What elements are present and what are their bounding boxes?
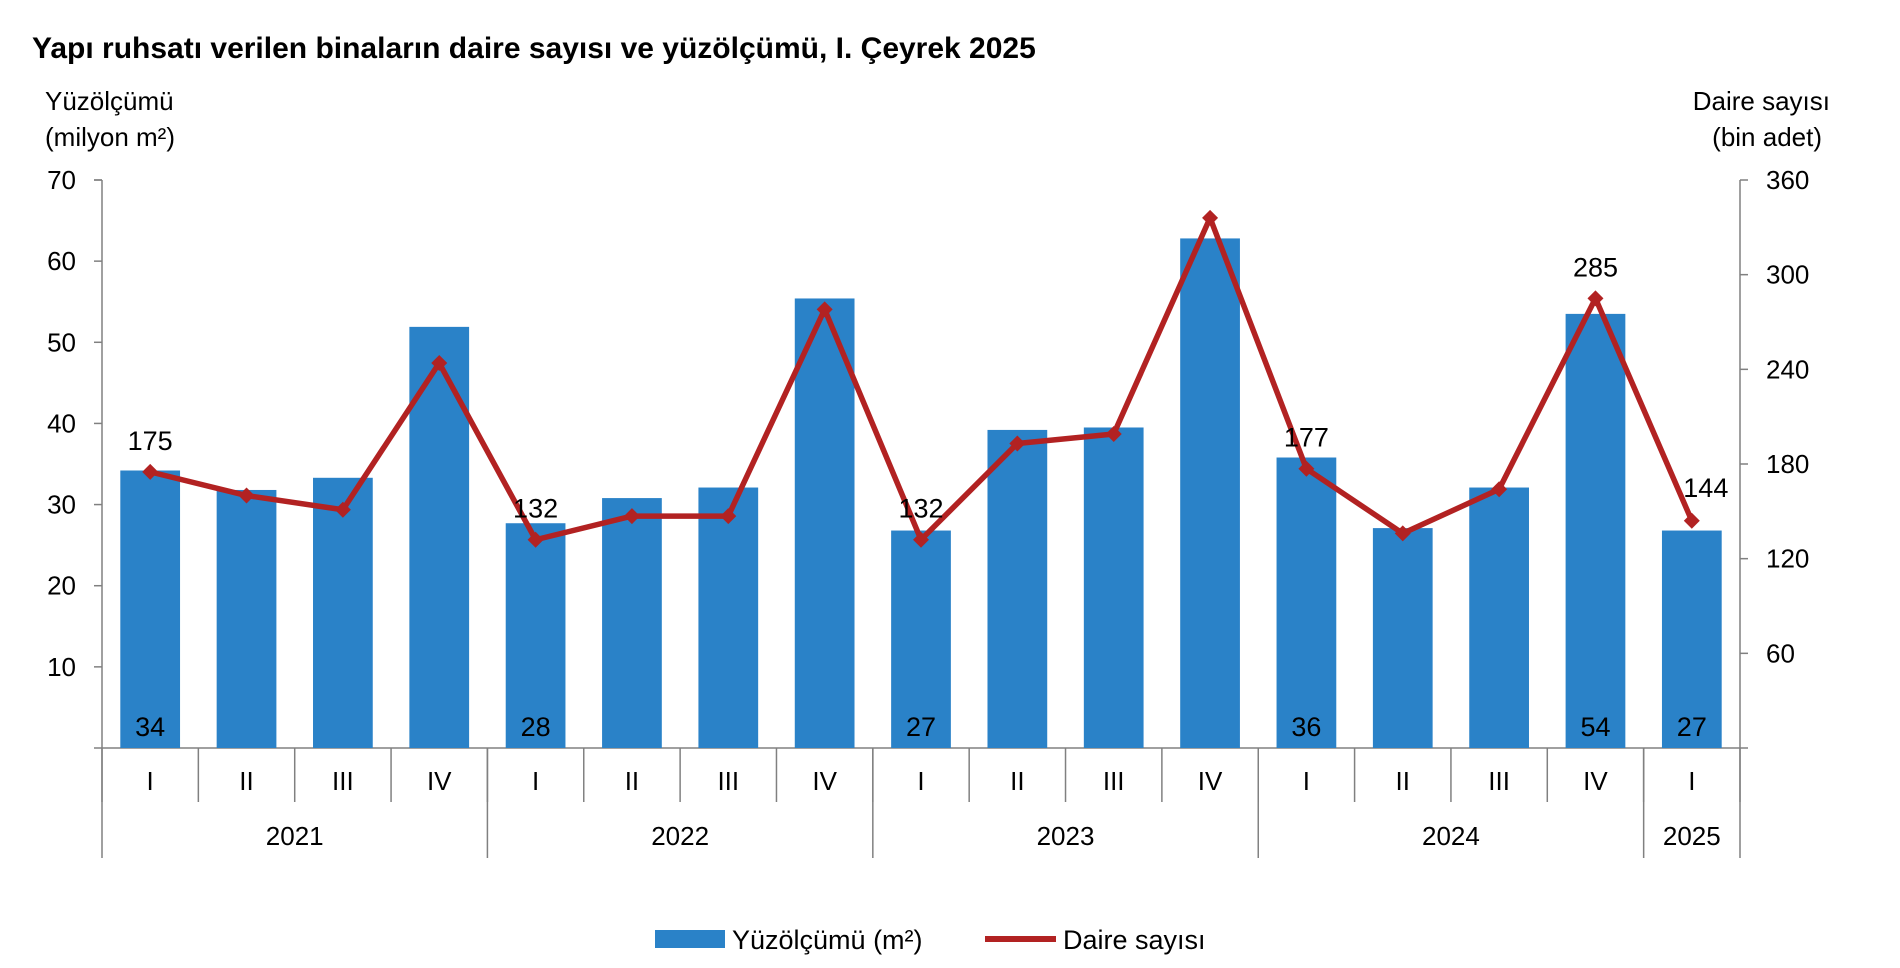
quarter-label: IV [1198, 766, 1223, 796]
line-point [623, 508, 640, 525]
quarter-label: I [917, 766, 924, 796]
bar [987, 429, 1048, 748]
bar [313, 477, 373, 748]
right-axis-title-line1: Daire sayısı [1693, 86, 1830, 116]
line-value-label: 132 [898, 494, 943, 524]
line-point [913, 531, 929, 548]
line-value-label: 177 [1284, 423, 1329, 453]
line-value-label: 132 [513, 494, 558, 524]
line-point [1298, 460, 1315, 477]
bar [1469, 487, 1529, 748]
line-point [142, 463, 159, 480]
bar [1661, 530, 1722, 748]
bar [891, 530, 951, 748]
line-point [1683, 512, 1700, 529]
line-point [1105, 426, 1122, 443]
left-tick-label: 10 [47, 652, 76, 682]
line-point [1587, 290, 1604, 307]
bars-series [120, 238, 1722, 748]
bar-value-label: 28 [521, 712, 551, 742]
quarter-label: I [147, 766, 154, 796]
line-value-label: 175 [128, 426, 173, 456]
bar [794, 298, 855, 748]
bar-value-label: 27 [906, 712, 936, 742]
line-series [142, 209, 1700, 548]
quarter-label: II [1010, 766, 1024, 796]
quarter-label: III [332, 766, 354, 796]
legend-label-area: Yüzölçümü (m²) [732, 925, 923, 955]
bar [698, 487, 759, 748]
right-tick-label: 120 [1766, 544, 1809, 574]
quarter-label: II [1396, 766, 1410, 796]
bar [602, 498, 662, 748]
left-tick-label: 40 [47, 408, 76, 438]
bar [216, 489, 277, 748]
legend-label-count: Daire sayısı [1063, 925, 1206, 955]
line-point [527, 531, 544, 548]
quarter-label: III [1488, 766, 1510, 796]
quarter-label: I [532, 766, 539, 796]
line-point [334, 501, 351, 518]
right-tick-label: 240 [1766, 354, 1809, 384]
right-tick-label: 180 [1766, 449, 1809, 479]
quarter-label: III [1103, 766, 1125, 796]
left-tick-label: 50 [47, 327, 76, 357]
bar [1372, 528, 1433, 748]
year-label: 2025 [1663, 821, 1721, 851]
quarter-label: IV [812, 766, 837, 796]
year-label: 2022 [651, 821, 709, 851]
data-labels: 34 28 27 36 54 27 175 132 132 177 285 144 [128, 252, 1729, 742]
left-tick-label: 30 [47, 490, 76, 520]
year-label: 2023 [1037, 821, 1095, 851]
legend-swatch-area [655, 930, 725, 948]
right-axis-title-line2: (bin adet) [1712, 122, 1822, 152]
bar [1180, 238, 1240, 748]
year-label: 2024 [1422, 821, 1480, 851]
legend: Yüzölçümü (m²) Daire sayısı [655, 925, 1206, 955]
left-tick-label: 20 [47, 571, 76, 601]
right-tick-label: 60 [1766, 638, 1795, 668]
line-value-label: 285 [1573, 252, 1618, 282]
line-point [238, 487, 255, 504]
line-point [816, 301, 833, 318]
line-point [720, 508, 737, 525]
chart-title: Yapı ruhsatı verilen binaların daire say… [32, 32, 1036, 65]
bar [1276, 457, 1337, 748]
left-axis-title-line1: Yüzölçümü [45, 86, 174, 116]
line-point [1009, 435, 1026, 452]
quarter-label: IV [1583, 766, 1608, 796]
left-tick-label: 70 [47, 165, 76, 195]
quarter-label: III [717, 766, 739, 796]
line-point [1491, 481, 1508, 498]
right-tick-label: 300 [1766, 260, 1809, 290]
right-tick-label: 360 [1766, 165, 1809, 195]
bar [505, 523, 566, 748]
quarter-label: IV [427, 766, 452, 796]
daire-sayisi-line [149, 215, 1695, 543]
bar [1565, 313, 1626, 748]
line-point [1202, 209, 1219, 226]
bar [1083, 427, 1144, 748]
quarter-label: I [1688, 766, 1695, 796]
line-point [1394, 525, 1411, 542]
quarter-label: II [625, 766, 639, 796]
bar-value-label: 34 [135, 712, 165, 742]
quarter-label: I [1303, 766, 1310, 796]
quarter-label: II [239, 766, 253, 796]
line-value-label: 144 [1683, 473, 1728, 503]
bar [120, 470, 181, 748]
left-axis-title-line2: (milyon m²) [45, 122, 175, 152]
year-label: 2021 [266, 821, 324, 851]
bar-value-label: 27 [1677, 712, 1707, 742]
bar-value-label: 54 [1580, 712, 1610, 742]
left-tick-label: 60 [47, 246, 76, 276]
line-point [431, 355, 448, 372]
bar-value-label: 36 [1291, 712, 1321, 742]
